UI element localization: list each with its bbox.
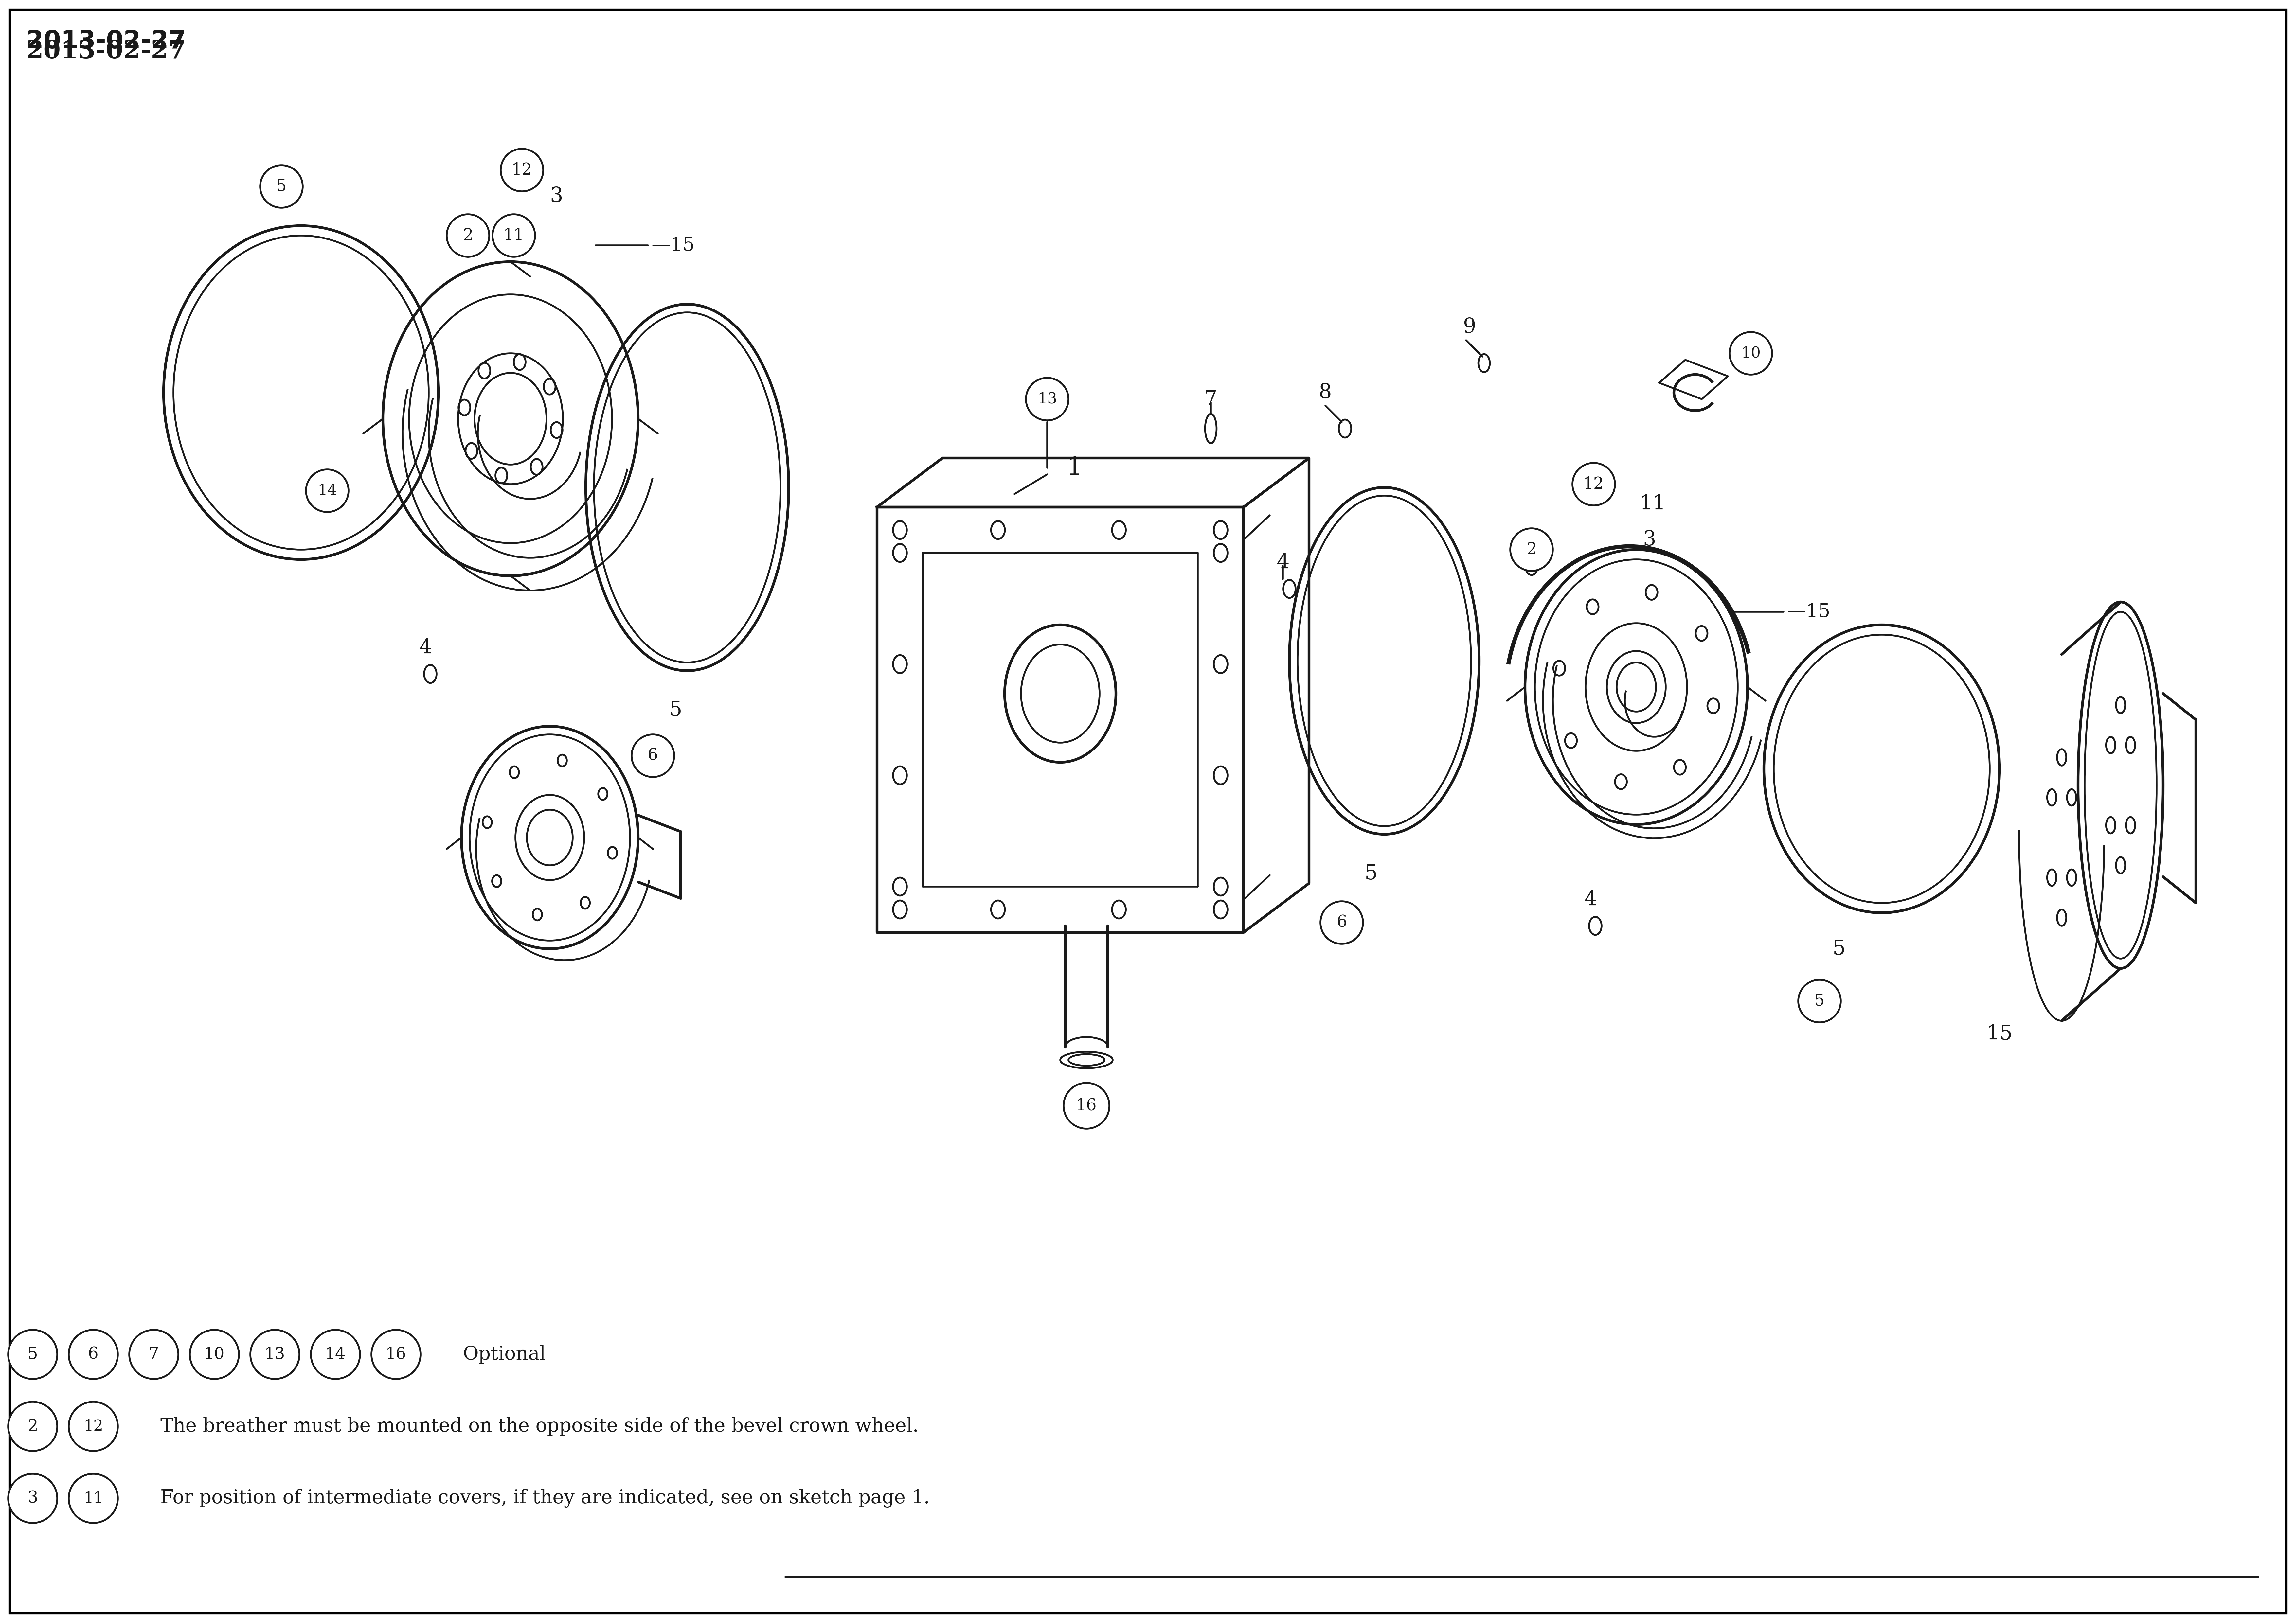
Text: 5: 5 bbox=[1832, 938, 1846, 959]
Text: 12: 12 bbox=[83, 1419, 103, 1433]
Text: 16: 16 bbox=[1077, 1097, 1097, 1113]
Text: 10: 10 bbox=[1740, 346, 1761, 360]
Text: 2: 2 bbox=[1527, 542, 1536, 558]
Circle shape bbox=[1026, 378, 1068, 420]
Text: 3: 3 bbox=[28, 1490, 39, 1506]
Circle shape bbox=[69, 1402, 117, 1451]
Text: —15: —15 bbox=[1786, 602, 1830, 622]
Text: 6: 6 bbox=[1336, 914, 1348, 930]
Text: Optional: Optional bbox=[464, 1345, 546, 1363]
Text: 12: 12 bbox=[1584, 476, 1605, 492]
Text: 15: 15 bbox=[1986, 1024, 2011, 1044]
Text: 5: 5 bbox=[1364, 863, 1378, 883]
Circle shape bbox=[494, 214, 535, 256]
Text: 12: 12 bbox=[512, 162, 533, 179]
Circle shape bbox=[259, 166, 303, 208]
Text: 14: 14 bbox=[326, 1347, 347, 1362]
Text: 11: 11 bbox=[1639, 493, 1665, 514]
Circle shape bbox=[1573, 463, 1614, 505]
Circle shape bbox=[129, 1329, 179, 1380]
Text: 7: 7 bbox=[149, 1347, 158, 1362]
Text: The breather must be mounted on the opposite side of the bevel crown wheel.: The breather must be mounted on the oppo… bbox=[161, 1417, 918, 1435]
Text: 2013-02-27: 2013-02-27 bbox=[25, 39, 186, 63]
Circle shape bbox=[9, 1474, 57, 1522]
Circle shape bbox=[9, 1329, 57, 1380]
Circle shape bbox=[448, 214, 489, 256]
Circle shape bbox=[372, 1329, 420, 1380]
Text: 10: 10 bbox=[204, 1347, 225, 1362]
Text: 6: 6 bbox=[647, 748, 659, 764]
Text: 8: 8 bbox=[1318, 383, 1332, 403]
Circle shape bbox=[9, 1402, 57, 1451]
Text: 7: 7 bbox=[1205, 390, 1217, 409]
Text: 11: 11 bbox=[83, 1492, 103, 1506]
Circle shape bbox=[69, 1474, 117, 1522]
Text: 13: 13 bbox=[264, 1347, 285, 1362]
Text: 2013-02-27: 2013-02-27 bbox=[25, 29, 186, 54]
Circle shape bbox=[250, 1329, 298, 1380]
Text: —15: —15 bbox=[652, 237, 696, 255]
Circle shape bbox=[1511, 529, 1552, 571]
Circle shape bbox=[310, 1329, 360, 1380]
Circle shape bbox=[631, 735, 675, 777]
Text: 16: 16 bbox=[386, 1347, 406, 1362]
Circle shape bbox=[1729, 333, 1773, 375]
Text: 9: 9 bbox=[1463, 316, 1476, 338]
Text: 4: 4 bbox=[418, 638, 432, 657]
Text: 14: 14 bbox=[317, 484, 338, 498]
Circle shape bbox=[1320, 901, 1364, 945]
Text: 6: 6 bbox=[87, 1347, 99, 1362]
Text: 3: 3 bbox=[549, 187, 563, 206]
Text: 5: 5 bbox=[668, 700, 682, 721]
Text: 13: 13 bbox=[1038, 391, 1056, 406]
Text: 11: 11 bbox=[503, 227, 523, 243]
Text: 2: 2 bbox=[464, 227, 473, 243]
Text: 5: 5 bbox=[276, 179, 287, 195]
Text: 5: 5 bbox=[1814, 993, 1825, 1010]
Circle shape bbox=[69, 1329, 117, 1380]
Text: 1: 1 bbox=[1068, 456, 1084, 480]
Circle shape bbox=[1063, 1083, 1109, 1128]
Circle shape bbox=[305, 469, 349, 511]
Text: 4: 4 bbox=[1277, 553, 1290, 573]
Text: 5: 5 bbox=[28, 1347, 39, 1362]
Text: 3: 3 bbox=[1644, 529, 1655, 550]
Text: 4: 4 bbox=[1584, 889, 1598, 909]
Text: For position of intermediate covers, if they are indicated, see on sketch page 1: For position of intermediate covers, if … bbox=[161, 1488, 930, 1508]
Circle shape bbox=[191, 1329, 239, 1380]
Text: 2: 2 bbox=[28, 1419, 39, 1435]
Circle shape bbox=[1798, 980, 1841, 1022]
Circle shape bbox=[501, 149, 544, 192]
